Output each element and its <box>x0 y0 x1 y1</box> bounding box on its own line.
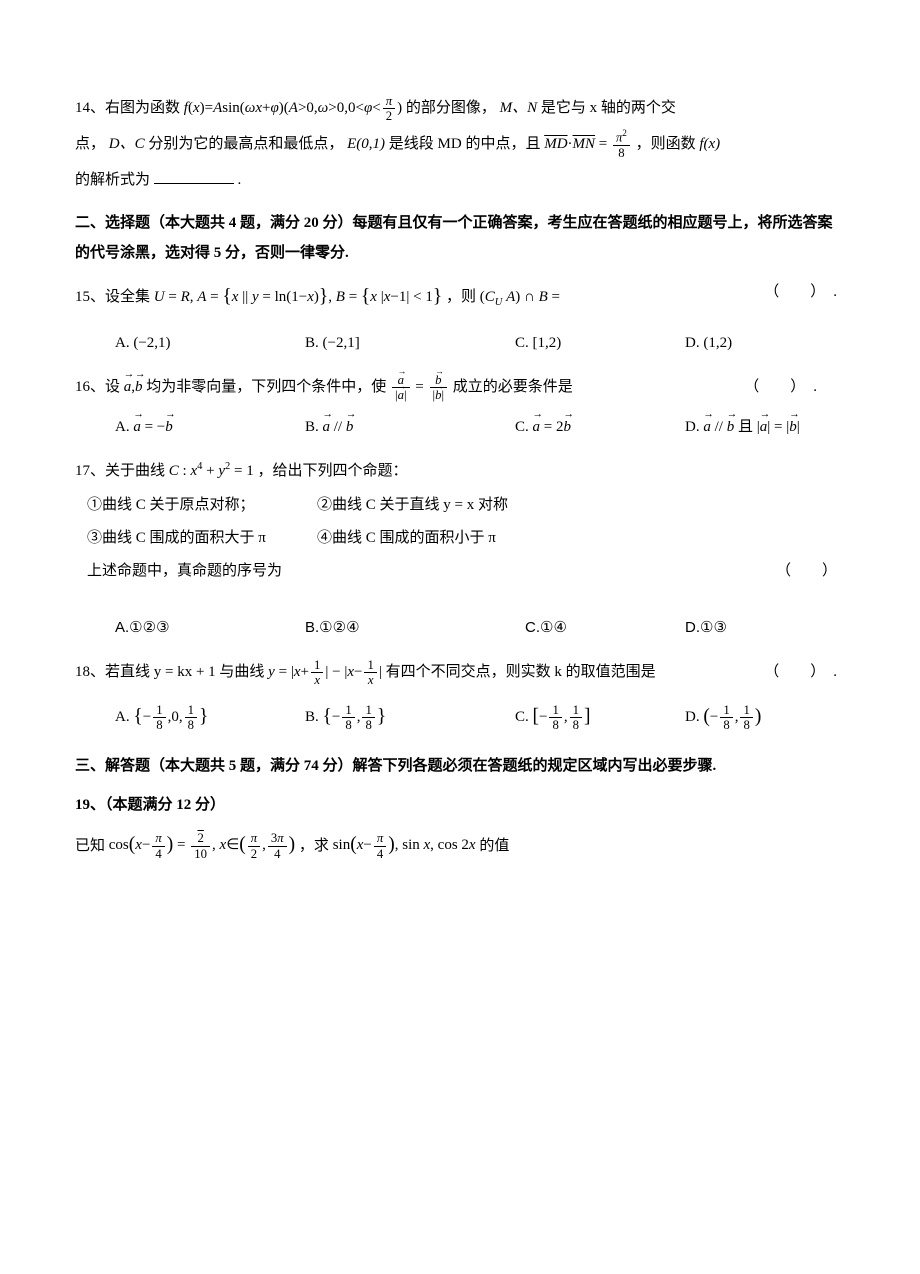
q14-line1-mid: 的部分图像， <box>406 100 496 116</box>
q18-option-d: D. (−18,18) <box>685 694 761 741</box>
section-2-header: 二、选择题（本大题共 4 题，满分 20 分）每题有且仅有一个正确答案，考生应在… <box>75 208 845 268</box>
q19-find: sin(x−π4), sin x, cos 2x <box>333 837 476 853</box>
q16-option-a: A. a = −b <box>115 409 305 445</box>
q14-func-defn: f(x)=Asin(ωx+φ)(A>0,ω>0,0<φ<π2) <box>184 100 402 116</box>
question-17: 17、关于曲线 C : x4 + y2 = 1 ，给出下列四个命题： ①曲线 C… <box>75 453 845 646</box>
q18-options: A. {−18,0,18} B. {−18,18} C. [−18,18] D.… <box>115 694 845 741</box>
q15-sets: U = R, A = {x y = ln(1−x)}, B = {x x−1 <… <box>154 289 560 305</box>
q15-option-b: B. (−2,1] <box>305 325 515 361</box>
q17-s4: ④曲线 C 围成的面积小于 π <box>317 522 845 555</box>
q17-s3: ③曲线 C 围成的面积大于 π <box>87 522 317 555</box>
q16-mid1: 均为非零向量，下列四个条件中，使 <box>146 379 390 395</box>
q19-title: 19、（本题满分 12 分） <box>75 787 845 823</box>
q17-row1: ①曲线 C 关于原点对称； ②曲线 C 关于直线 y = x 对称 <box>87 489 845 522</box>
q14-blank <box>154 169 234 184</box>
q17-s2: ②曲线 C 关于直线 y = x 对称 <box>317 489 845 522</box>
q18-curve: y = x+1x − x−1x <box>268 664 382 680</box>
q15-option-c: C. [1,2) <box>515 325 685 361</box>
q18-mid: 有四个不同交点，则实数 k 的取值范围是 <box>386 664 656 680</box>
q18-option-c: C. [−18,18] <box>515 694 685 741</box>
q19-suf: 的值 <box>479 837 509 853</box>
q14-line2-pre: 点， <box>75 136 105 152</box>
q16-option-b: B. a // b <box>305 409 515 445</box>
question-14: 14、右图为函数 f(x)=Asin(ωx+φ)(A>0,ω>0,0<φ<π2)… <box>75 90 845 198</box>
q15-paren: （ ）. <box>764 274 845 310</box>
q17-option-d: D.①③ <box>685 610 727 646</box>
question-16: 16、设 a,b 均为非零向量，下列四个条件中，使 aa = bb 成立的必要条… <box>75 369 845 445</box>
question-19: 19、（本题满分 12 分） 已知 cos(x−π4) = 210, x∈(π2… <box>75 787 845 870</box>
q17-option-a: A.①②③ <box>115 610 305 646</box>
q19-mid: ，求 <box>299 837 333 853</box>
q14-mn: M、N <box>500 100 541 116</box>
q14-line3-text: 的解析式为 <box>75 172 150 188</box>
q18-option-b: B. {−18,18} <box>305 694 515 741</box>
q18-line: 18、若直线 y = kx + 1 与曲线 y = x+1x − x−1x 有四… <box>75 654 845 690</box>
q18-pre: 18、若直线 y = kx + 1 与曲线 <box>75 664 268 680</box>
q17-options: A.①②③ B.①②④ C.①④ D.①③ <box>115 610 845 646</box>
q14-line1: 14、右图为函数 f(x)=Asin(ωx+φ)(A>0,ω>0,0<φ<π2)… <box>75 90 845 126</box>
q17-option-c: C.①④ <box>525 610 685 646</box>
q19-pre: 已知 <box>75 837 109 853</box>
q17-row2: ③曲线 C 围成的面积大于 π ④曲线 C 围成的面积小于 π <box>87 522 845 555</box>
q18-paren: （ ）. <box>764 654 845 690</box>
q16-pre: 16、设 <box>75 379 124 395</box>
question-15: 15、设全集 U = R, A = {x y = ln(1−x)}, B = {… <box>75 274 845 361</box>
q15-pre: 15、设全集 <box>75 289 154 305</box>
q16-paren: （ ）. <box>744 369 825 405</box>
q16-option-d: D. a // b 且 a = b <box>685 409 800 445</box>
q15-line: 15、设全集 U = R, A = {x y = ln(1−x)}, B = {… <box>75 274 845 321</box>
q16-vecab: a,b <box>124 379 143 395</box>
question-18: 18、若直线 y = kx + 1 与曲线 y = x+1x − x−1x 有四… <box>75 654 845 741</box>
q17-statements: ①曲线 C 关于原点对称； ②曲线 C 关于直线 y = x 对称 ③曲线 C … <box>87 489 845 588</box>
q17-option-b: B.①②④ <box>305 610 525 646</box>
q19-given: cos(x−π4) = 210, x∈(π2,3π4) <box>109 837 295 853</box>
q14-line2-mid2: 是线段 MD 的中点，且 <box>389 136 544 152</box>
q14-line2: 点， D、C 分别为它的最高点和最低点， E(0,1) 是线段 MD 的中点，且… <box>75 126 845 162</box>
q14-dc: D、C <box>109 136 149 152</box>
q15-options: A. (−2,1) B. (−2,1] C. [1,2) D. (1,2) <box>115 325 845 361</box>
q16-line: 16、设 a,b 均为非零向量，下列四个条件中，使 aa = bb 成立的必要条… <box>75 369 845 405</box>
q17-line1: 17、关于曲线 C : x4 + y2 = 1 ，给出下列四个命题： <box>75 453 845 489</box>
q16-mid2: 成立的必要条件是 <box>453 379 573 395</box>
q15-option-d: D. (1,2) <box>685 325 732 361</box>
q16-frac-eq: aa = bb <box>390 379 449 395</box>
q15-option-a: A. (−2,1) <box>115 325 305 361</box>
q14-e01: E(0,1) <box>347 136 389 152</box>
q18-option-a: A. {−18,0,18} <box>115 694 305 741</box>
q17-conc: 上述命题中，真命题的序号为 <box>87 563 282 579</box>
q14-fx: f(x) <box>699 136 720 152</box>
q14-line2-mid1: 分别为它的最高点和最低点， <box>148 136 343 152</box>
q14-line2-mid3: ，则函数 <box>636 136 700 152</box>
q16-option-c: C. a = 2b <box>515 409 685 445</box>
q14-line3: 的解析式为 . <box>75 162 845 198</box>
q17-conc-row: 上述命题中，真命题的序号为 （ ） <box>87 555 845 588</box>
q14-line1-suf: 是它与 x 轴的两个交 <box>541 100 676 116</box>
q14-period: . <box>238 172 242 188</box>
q19-body: 已知 cos(x−π4) = 210, x∈(π2,3π4) ，求 sin(x−… <box>75 823 845 870</box>
q17-paren: （ ） <box>776 555 845 588</box>
q17-s1: ①曲线 C 关于原点对称； <box>87 489 317 522</box>
q14-line1-pre: 14、右图为函数 <box>75 100 184 116</box>
q14-dotproduct: MD·MN = π28 <box>544 136 632 152</box>
q16-options: A. a = −b B. a // b C. a = 2b D. a // b … <box>115 409 845 445</box>
q17-line1-text: 17、关于曲线 C : x4 + y2 = 1 ，给出下列四个命题： <box>75 463 407 479</box>
section-3-header: 三、解答题（本大题共 5 题，满分 74 分）解答下列各题必须在答题纸的规定区域… <box>75 751 845 781</box>
